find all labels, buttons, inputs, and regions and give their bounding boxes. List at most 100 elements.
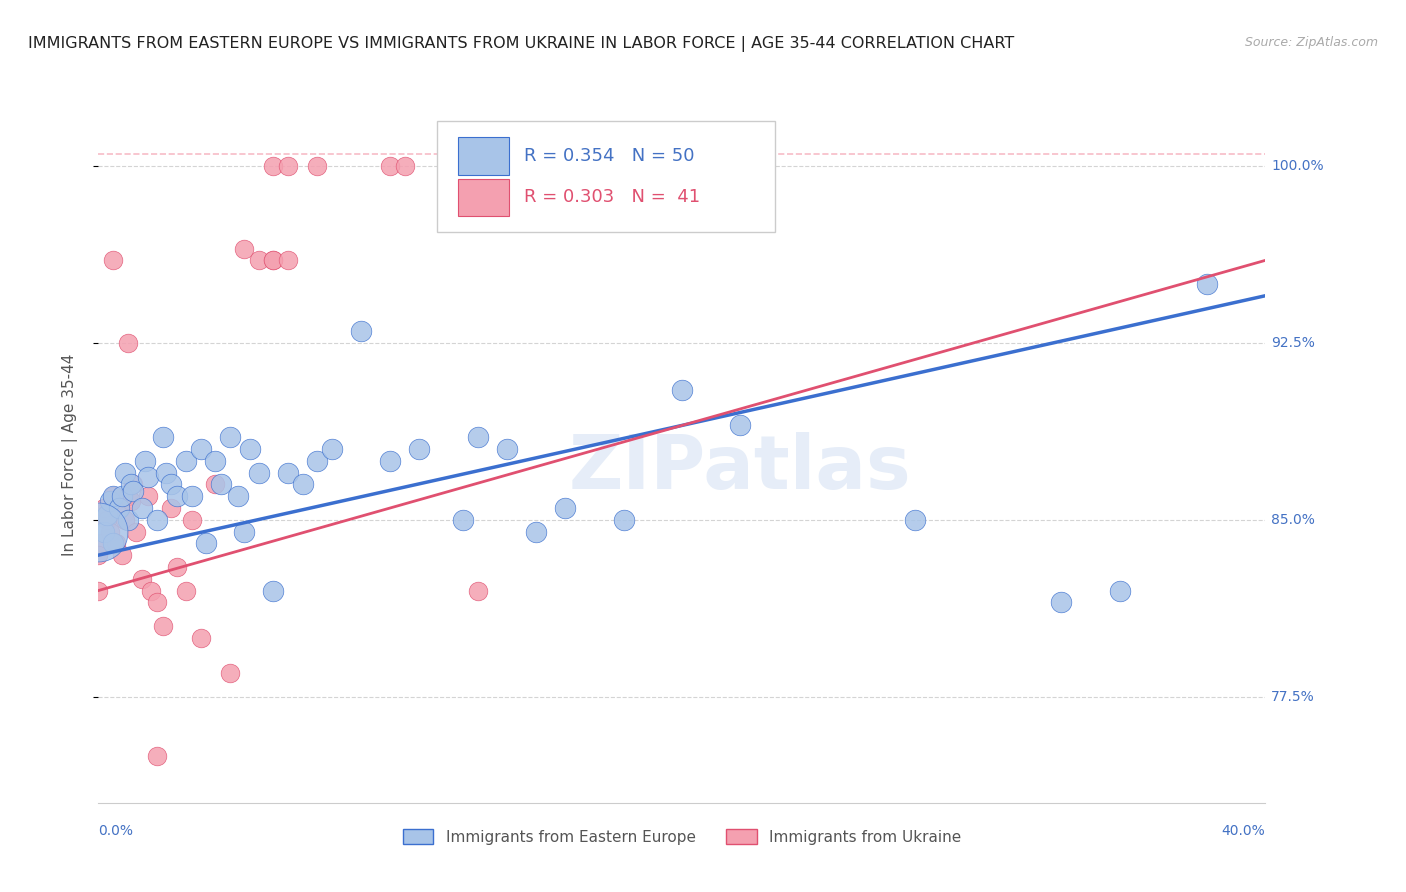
Point bbox=[101, 536, 124, 550]
Point bbox=[87, 524, 110, 539]
Point bbox=[307, 159, 329, 173]
Text: 77.5%: 77.5% bbox=[1271, 690, 1315, 704]
Text: 100.0%: 100.0% bbox=[1271, 159, 1324, 173]
Point bbox=[1197, 277, 1219, 291]
Point bbox=[350, 324, 373, 338]
Point bbox=[904, 513, 927, 527]
Text: IMMIGRANTS FROM EASTERN EUROPE VS IMMIGRANTS FROM UKRAINE IN LABOR FORCE | AGE 3: IMMIGRANTS FROM EASTERN EUROPE VS IMMIGR… bbox=[28, 36, 1014, 52]
Point bbox=[104, 536, 127, 550]
Point bbox=[180, 489, 202, 503]
Text: 85.0%: 85.0% bbox=[1271, 513, 1315, 527]
Point bbox=[122, 477, 145, 491]
Point bbox=[117, 513, 139, 527]
Text: 92.5%: 92.5% bbox=[1271, 336, 1315, 350]
Point bbox=[160, 477, 183, 491]
Point bbox=[134, 454, 156, 468]
Point bbox=[111, 489, 134, 503]
Point bbox=[277, 466, 299, 480]
Point bbox=[467, 583, 489, 598]
Point bbox=[96, 508, 118, 522]
Point bbox=[131, 500, 153, 515]
FancyBboxPatch shape bbox=[437, 121, 775, 232]
Point bbox=[146, 595, 169, 609]
Point bbox=[195, 536, 218, 550]
Text: ZIPatlas: ZIPatlas bbox=[569, 433, 911, 506]
Point bbox=[233, 524, 256, 539]
Point bbox=[131, 572, 153, 586]
Point bbox=[93, 524, 115, 539]
Point bbox=[166, 560, 188, 574]
Point bbox=[174, 583, 197, 598]
Point bbox=[467, 430, 489, 444]
Point bbox=[1108, 583, 1130, 598]
Point bbox=[120, 477, 142, 491]
Point bbox=[190, 442, 212, 456]
Point bbox=[380, 159, 402, 173]
Point bbox=[146, 748, 169, 763]
Point bbox=[263, 583, 285, 598]
Point bbox=[122, 484, 145, 499]
Point bbox=[218, 666, 240, 681]
Point bbox=[263, 159, 285, 173]
Point bbox=[408, 442, 430, 456]
Text: Source: ZipAtlas.com: Source: ZipAtlas.com bbox=[1244, 36, 1378, 49]
Point bbox=[233, 242, 256, 256]
Text: R = 0.303   N =  41: R = 0.303 N = 41 bbox=[524, 188, 700, 206]
Point bbox=[307, 454, 329, 468]
Point bbox=[1050, 595, 1073, 609]
Point bbox=[87, 583, 110, 598]
Point bbox=[204, 477, 226, 491]
Point bbox=[155, 466, 177, 480]
Point bbox=[263, 253, 285, 268]
Point bbox=[204, 454, 226, 468]
Text: R = 0.354   N = 50: R = 0.354 N = 50 bbox=[524, 147, 695, 165]
Point bbox=[291, 477, 314, 491]
Point bbox=[228, 489, 250, 503]
FancyBboxPatch shape bbox=[458, 178, 509, 216]
Point bbox=[209, 477, 232, 491]
Point bbox=[166, 489, 188, 503]
Point bbox=[139, 583, 162, 598]
Point bbox=[180, 513, 202, 527]
Point bbox=[114, 466, 136, 480]
Point bbox=[730, 418, 752, 433]
Point bbox=[117, 335, 139, 350]
Point bbox=[93, 500, 115, 515]
Point bbox=[98, 494, 121, 508]
Point bbox=[263, 253, 285, 268]
Point bbox=[136, 489, 159, 503]
Point bbox=[160, 500, 183, 515]
Point bbox=[108, 500, 131, 515]
Point bbox=[111, 548, 134, 562]
Point bbox=[101, 253, 124, 268]
Point bbox=[96, 513, 118, 527]
FancyBboxPatch shape bbox=[458, 137, 509, 175]
Point bbox=[101, 489, 124, 503]
Point bbox=[218, 430, 240, 444]
Point bbox=[136, 470, 159, 484]
Point bbox=[671, 383, 693, 397]
Point bbox=[87, 548, 110, 562]
Point bbox=[277, 253, 299, 268]
Point bbox=[321, 442, 343, 456]
Point bbox=[120, 494, 142, 508]
Point bbox=[524, 524, 547, 539]
Point bbox=[152, 619, 174, 633]
Point bbox=[98, 524, 121, 539]
Point bbox=[496, 442, 519, 456]
Text: 40.0%: 40.0% bbox=[1222, 823, 1265, 838]
Point bbox=[239, 442, 262, 456]
Point bbox=[146, 513, 169, 527]
Point bbox=[247, 466, 270, 480]
Point bbox=[101, 489, 124, 503]
Point bbox=[90, 536, 112, 550]
Point bbox=[152, 430, 174, 444]
Point bbox=[114, 513, 136, 527]
Point bbox=[108, 500, 131, 515]
Text: 0.0%: 0.0% bbox=[98, 823, 134, 838]
Point bbox=[554, 500, 576, 515]
Point bbox=[174, 454, 197, 468]
Point bbox=[613, 513, 636, 527]
Point bbox=[190, 631, 212, 645]
Point bbox=[247, 253, 270, 268]
